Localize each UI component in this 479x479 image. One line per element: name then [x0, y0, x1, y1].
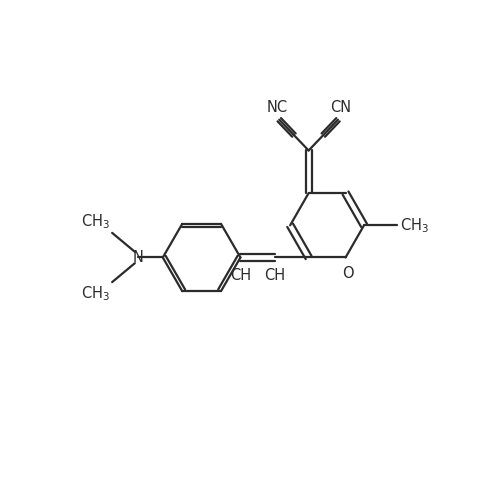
Text: O: O	[342, 266, 353, 281]
Text: CH$_3$: CH$_3$	[81, 212, 110, 230]
Text: CH$_3$: CH$_3$	[399, 216, 429, 235]
Text: NC: NC	[266, 100, 287, 115]
Text: CH: CH	[264, 268, 285, 283]
Text: CN: CN	[330, 100, 351, 115]
Text: N: N	[133, 250, 144, 265]
Text: CH: CH	[230, 268, 251, 283]
Text: CH$_3$: CH$_3$	[81, 285, 110, 303]
